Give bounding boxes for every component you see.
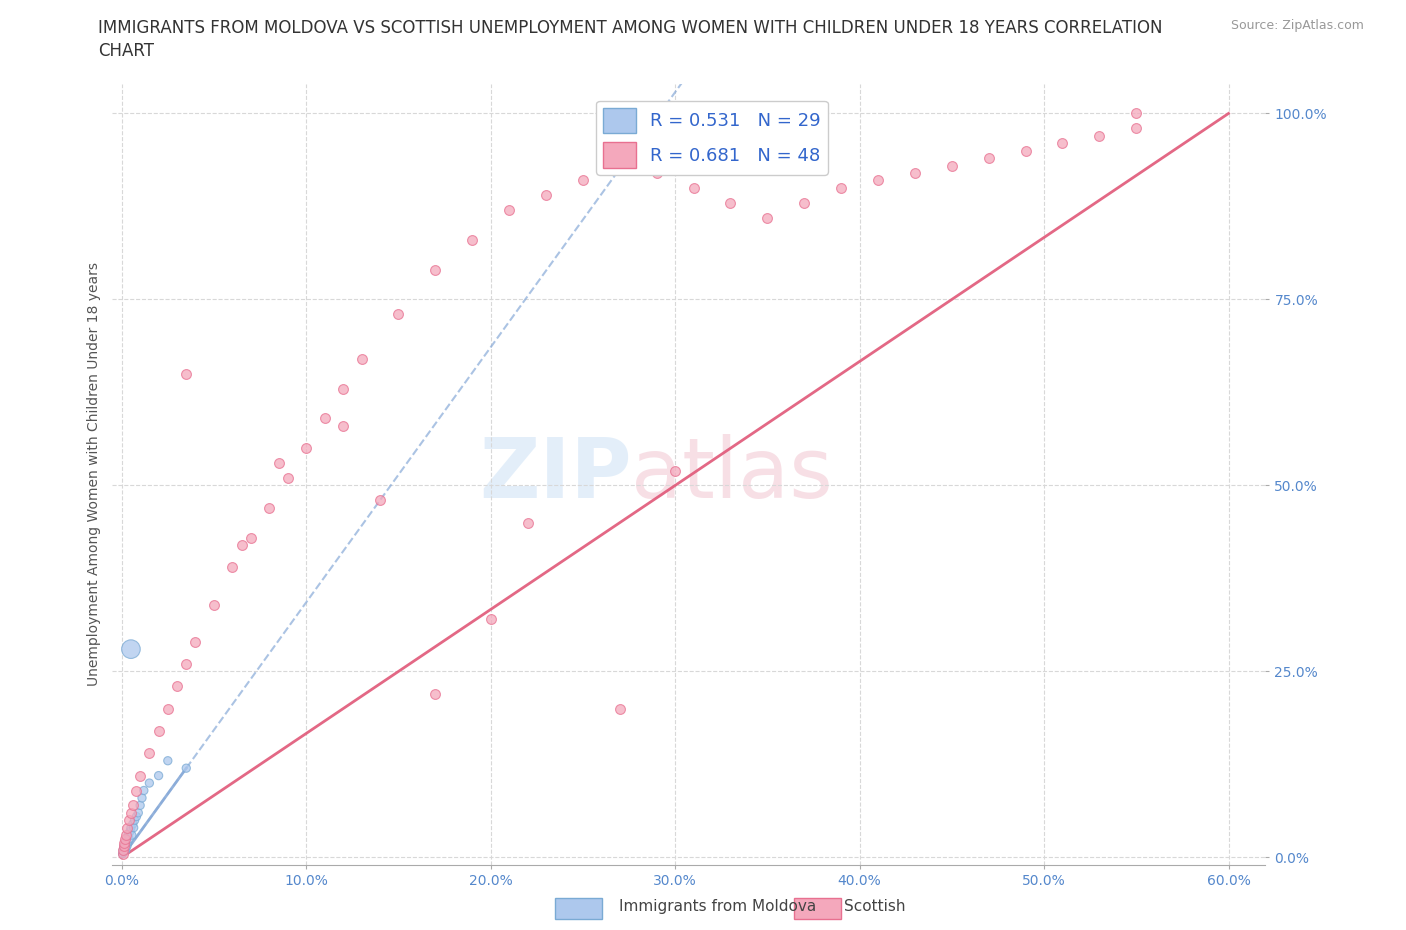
Point: [125, 783, 148, 798]
Point: [479, 612, 502, 627]
Point: [112, 839, 135, 854]
Point: [156, 753, 179, 768]
Point: [127, 805, 149, 820]
Point: [221, 560, 243, 575]
Point: [124, 813, 146, 828]
Point: [114, 835, 136, 850]
Point: [664, 463, 686, 478]
Point: [115, 831, 138, 846]
Text: IMMIGRANTS FROM MOLDOVA VS SCOTTISH UNEMPLOYMENT AMONG WOMEN WITH CHILDREN UNDER: IMMIGRANTS FROM MOLDOVA VS SCOTTISH UNEM…: [98, 19, 1163, 36]
Point: [259, 500, 281, 515]
Point: [174, 761, 197, 776]
Text: atlas: atlas: [631, 433, 832, 515]
Point: [129, 768, 152, 783]
Point: [148, 724, 170, 738]
Point: [368, 493, 391, 508]
Text: Source: ZipAtlas.com: Source: ZipAtlas.com: [1230, 19, 1364, 32]
Point: [332, 418, 354, 433]
Point: [129, 798, 152, 813]
Point: [1125, 121, 1147, 136]
Point: [461, 232, 484, 247]
Point: [572, 173, 595, 188]
Point: [117, 828, 139, 843]
Point: [112, 839, 135, 854]
Point: [125, 809, 148, 824]
Point: [138, 746, 160, 761]
Point: [148, 768, 170, 783]
Point: [120, 805, 142, 820]
Text: Scottish: Scottish: [844, 899, 905, 914]
Text: ZIP: ZIP: [479, 433, 631, 515]
Point: [114, 835, 136, 850]
Point: [132, 783, 155, 798]
Point: [115, 820, 138, 835]
Point: [115, 835, 138, 850]
Point: [121, 817, 143, 831]
Point: [122, 820, 145, 835]
Point: [114, 831, 136, 846]
Point: [118, 824, 141, 839]
Point: [645, 166, 668, 180]
Point: [516, 515, 538, 530]
Point: [314, 411, 336, 426]
Point: [295, 441, 318, 456]
Legend: R = 0.531   N = 29, R = 0.681   N = 48: R = 0.531 N = 29, R = 0.681 N = 48: [596, 100, 828, 175]
Point: [111, 846, 134, 861]
Point: [1125, 106, 1147, 121]
Point: [941, 158, 963, 173]
Point: [112, 844, 135, 859]
Point: [609, 158, 631, 173]
Point: [202, 597, 225, 612]
Point: [174, 657, 197, 671]
Point: [866, 173, 889, 188]
Point: [121, 798, 143, 813]
Y-axis label: Unemployment Among Women with Children Under 18 years: Unemployment Among Women with Children U…: [87, 262, 101, 686]
Point: [277, 471, 299, 485]
Point: [682, 180, 704, 195]
Point: [830, 180, 852, 195]
Point: [118, 831, 141, 846]
Point: [267, 456, 290, 471]
Point: [498, 203, 520, 218]
Point: [1014, 143, 1036, 158]
Point: [131, 790, 153, 805]
Point: [231, 538, 253, 552]
Point: [115, 828, 138, 843]
Point: [111, 846, 134, 861]
Point: [184, 634, 207, 649]
Point: [120, 642, 142, 657]
Point: [756, 210, 779, 225]
Point: [534, 188, 557, 203]
Point: [138, 776, 160, 790]
Point: [118, 813, 141, 828]
Point: [239, 530, 262, 545]
Point: [425, 262, 447, 277]
Text: Immigrants from Moldova: Immigrants from Moldova: [619, 899, 815, 914]
Point: [332, 381, 354, 396]
Point: [425, 686, 447, 701]
Point: [904, 166, 927, 180]
Point: [156, 701, 179, 716]
Point: [115, 839, 138, 854]
Point: [114, 841, 136, 856]
Point: [112, 843, 135, 857]
Point: [793, 195, 815, 210]
Point: [803, 106, 825, 121]
Text: CHART: CHART: [98, 42, 155, 60]
Point: [114, 837, 136, 852]
Point: [1088, 128, 1111, 143]
Point: [977, 151, 1000, 166]
Point: [120, 820, 142, 835]
Point: [387, 307, 409, 322]
Point: [121, 828, 143, 843]
Point: [112, 843, 135, 857]
Point: [350, 352, 373, 366]
Point: [174, 366, 197, 381]
Point: [609, 701, 631, 716]
Point: [114, 843, 136, 857]
Point: [720, 195, 742, 210]
Point: [166, 679, 188, 694]
Point: [1052, 136, 1074, 151]
